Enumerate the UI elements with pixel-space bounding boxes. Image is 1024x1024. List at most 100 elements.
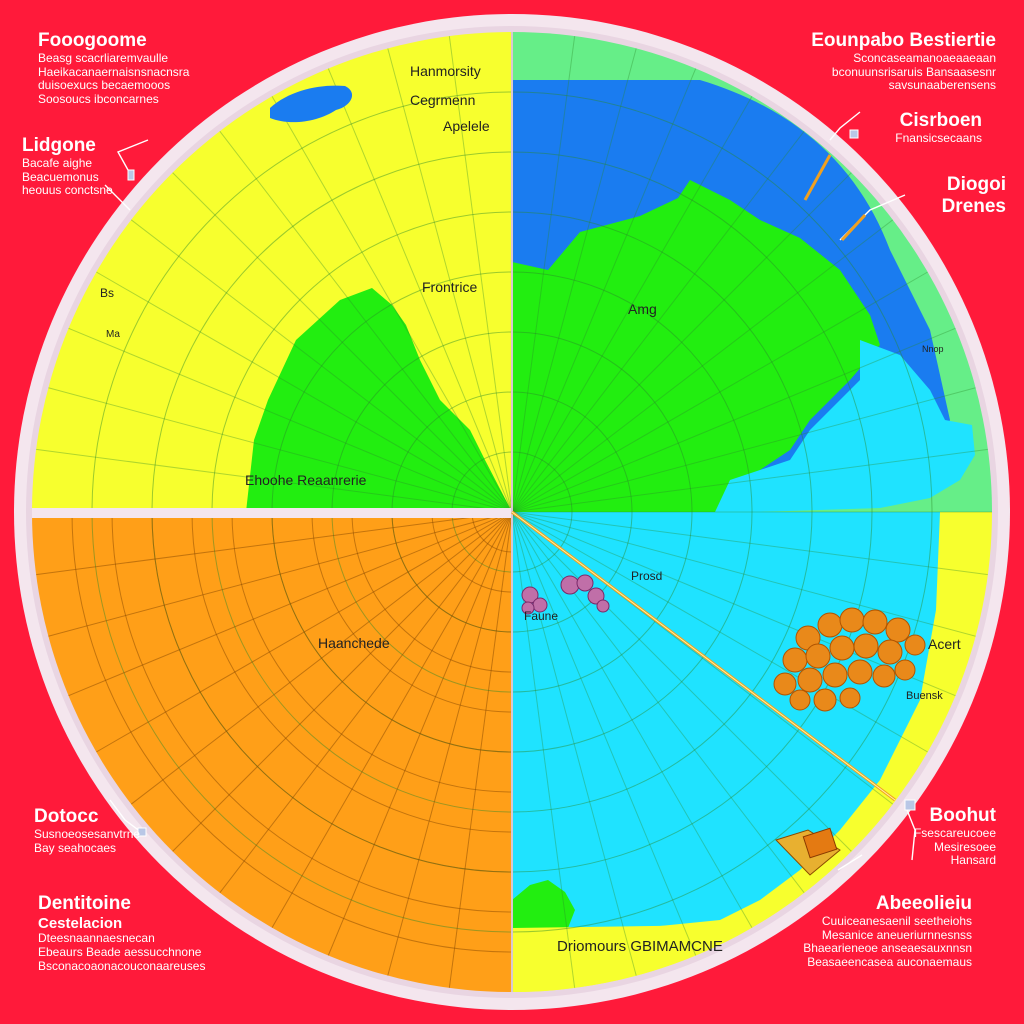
graticule-spoke — [271, 96, 513, 513]
graticule-spoke — [271, 511, 513, 928]
note-line: Susnoeosesanvtrne — [34, 826, 141, 841]
note-line: heouus conctsne — [22, 183, 113, 198]
note-right-mid-title: Diogoi Drenes — [941, 174, 1006, 217]
graticule-spoke — [387, 511, 513, 976]
graticule-spoke — [96, 271, 513, 513]
graticule-spoke — [448, 36, 513, 513]
graticule-spoke — [511, 172, 852, 513]
graticule-spoke — [511, 511, 697, 956]
note-bottom-left: Dentitoine Cestelacion Dteesnaannaesneca… — [38, 893, 205, 973]
graticule-spoke — [511, 36, 576, 513]
graticule-spoke — [130, 219, 513, 513]
note-left-lower: Dotocc Susnoeosesanvtrne Bay seahocaes — [34, 806, 140, 855]
note-line: Fsescareucoee — [913, 825, 996, 840]
note-left-lower-title: Dotocc — [34, 806, 99, 827]
graticule-spoke — [511, 511, 852, 852]
note-line: Beasaeencasea auconaemaus — [807, 955, 972, 970]
note-line: Mesiresoee — [933, 839, 996, 854]
label-harmorcity: Hanmorsity — [410, 63, 481, 79]
note-right-mid: Diogoi Drenes — [916, 174, 1006, 218]
green-wedge — [246, 288, 512, 512]
note-line: Bay seahocaes — [34, 840, 117, 855]
note-top-right: Eounpabo Bestiertie Sconcaseamanoaeaaeaa… — [811, 30, 996, 93]
note-line: Fnansicsecaans — [895, 130, 982, 145]
cyan-inlet — [715, 340, 975, 512]
graticule-spoke — [511, 511, 928, 753]
forest-cluster — [773, 607, 926, 712]
graticule-spoke — [36, 511, 513, 576]
graticule-spoke — [511, 448, 988, 513]
graticule-spoke — [219, 511, 513, 894]
note-left-upper-title: Lidgone — [22, 135, 96, 156]
graticule-spoke — [511, 511, 805, 894]
note-line: duisoexucs becaemooos — [38, 78, 171, 93]
graticule-spoke — [511, 387, 976, 513]
marker-pins — [127, 129, 916, 837]
graticule-spoke — [36, 448, 513, 513]
label-ceggrmenn: Cegrmenn — [410, 92, 476, 108]
graticule-spoke — [511, 327, 956, 513]
graticule-spoke — [130, 511, 513, 805]
note-subtitle: Cestelacion — [38, 914, 123, 932]
label-dinmours: Driomours GBIMAMCNE — [557, 938, 723, 955]
note-left-upper: Lidgone Bacafe aighe Beacuemonus heouus … — [22, 135, 113, 198]
note-line: Sconcaseamanoaeaaeaan — [853, 50, 996, 65]
label-acert: Acert — [928, 636, 961, 652]
note-line: bconuunsrisaruis Bansaasesnr — [831, 64, 996, 79]
note-line: Mesanice aneueriurnnesnss — [821, 927, 972, 942]
graticule-spoke — [511, 48, 637, 513]
note-line: Haeikacanaernaisnsnacnsra — [38, 64, 190, 79]
graticule-spoke — [511, 511, 976, 637]
note-bottom-right: Abeeolieiu Cuuiceanesaenil seetheiohs Me… — [803, 893, 972, 970]
graticule-spoke — [511, 511, 753, 928]
note-top-right-title: Eounpabo Bestiertie — [811, 30, 996, 51]
note-bottom-right-title: Abeeolieiu — [875, 893, 972, 914]
note-right-lower-title: Boohut — [929, 805, 996, 826]
note-line: Hansard — [950, 853, 996, 868]
graticule-spoke — [172, 511, 513, 852]
note-top-left: Fooogoome Beasg scacrliaremvaulle Haeika… — [38, 30, 189, 107]
note-line: Dteesnaannaesnecan — [38, 931, 155, 946]
note-line: Ebeaurs Beade aessucchnone — [38, 944, 202, 959]
label-ehooche: Ehoohe Reaanrerie — [245, 472, 367, 488]
note-bottom-left-title: Dentitoine — [38, 893, 131, 914]
graticule-spoke — [511, 219, 894, 513]
label-bs: Bs — [100, 286, 115, 300]
graticule-spoke — [511, 68, 697, 513]
note-right-upper: Cisrboen Fnansicsecaans — [895, 110, 982, 146]
graticule-spoke — [68, 327, 513, 513]
wooden-structure — [775, 827, 841, 876]
graticule-spoke — [387, 48, 513, 513]
snow-patch — [270, 85, 353, 123]
label-hauchede: Haanchede — [318, 635, 390, 651]
label-ma: Ma — [106, 329, 120, 340]
graticule-spoke — [68, 511, 513, 697]
small-island — [512, 880, 575, 928]
graticule-spoke — [511, 130, 805, 513]
label-apelede: Apelele — [443, 118, 490, 134]
label-amg: Amg — [628, 301, 657, 317]
note-right-lower: Boohut Fsescareucoee Mesiresoee Hansard — [914, 805, 996, 868]
graticule-spoke — [327, 511, 513, 956]
note-line: Bacafe aighe — [22, 155, 93, 170]
label-faune: Faune — [524, 609, 559, 623]
note-right-upper-title: Cisrboen — [899, 110, 982, 131]
graticule-spoke — [96, 511, 513, 753]
label-prosd: Prosd — [631, 569, 663, 583]
graticule-spoke — [172, 172, 513, 513]
graticule-spoke — [511, 511, 988, 576]
note-top-left-title: Fooogoome — [38, 30, 147, 51]
graticule-spokes — [32, 32, 992, 992]
graticule-spoke — [448, 511, 513, 988]
note-line: Soosoucs ibconcarnes — [38, 92, 159, 107]
note-line: savsunaaberensens — [888, 78, 996, 93]
equator-band — [32, 508, 512, 518]
note-line: Bsconacoaonacouconaareuses — [38, 958, 206, 973]
note-line: Beasg scacrliaremvaulle — [38, 50, 169, 65]
graticule-spoke — [511, 96, 753, 513]
graticule-spoke — [327, 68, 513, 513]
green-landmass — [512, 180, 880, 512]
label-nnop: Nnop — [922, 344, 944, 354]
graticule-spoke — [48, 387, 513, 513]
